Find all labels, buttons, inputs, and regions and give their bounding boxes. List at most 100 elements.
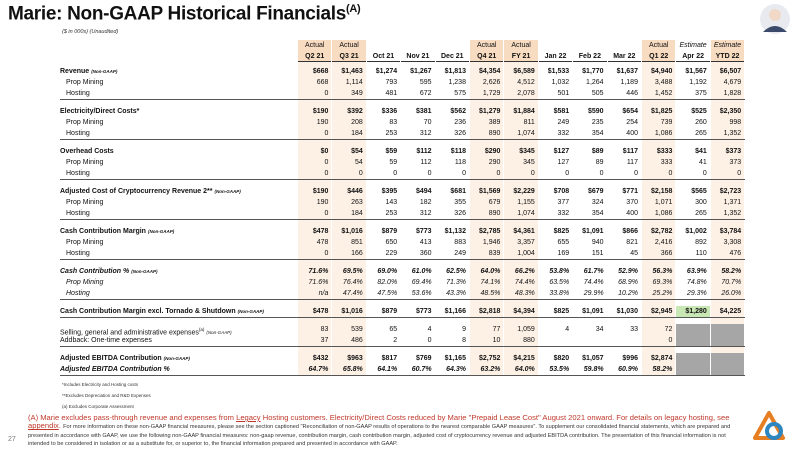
table-cell: 413 [419,239,432,246]
row-label: Prop Mining [66,117,302,128]
table-cell: $1,274 [375,68,398,75]
table-cell: $4,361 [513,228,535,235]
table-cell: $1,825 [650,108,673,115]
table-cell: 71.3% [446,279,466,286]
row-label-text: Hosting [66,250,90,257]
row-label-text: Hosting [66,210,90,217]
table-cell: 446 [626,90,638,97]
table-cell: $118 [450,148,466,155]
table-cell: $333 [656,148,673,155]
table-cell: 143 [385,199,398,206]
disclaimer: (A) Marie excludes pass-through revenue … [28,413,743,448]
table-cell: 249 [454,250,466,257]
table-cell: 0 [530,170,535,177]
table-cell: 333 [660,159,673,166]
table-cell: $1,267 [410,68,432,75]
empty-cell [710,324,745,335]
table-cell: 1,828 [723,90,742,97]
row-rule [60,299,746,300]
table-cell: 127 [557,159,570,166]
title-text: Marie: Non-GAAP Historical Financials [8,3,347,25]
column-header: Q2 21 [298,51,332,62]
table-cell: 208 [351,119,363,126]
row-label: Cash Contribution % (Non-GAAP) [60,266,296,277]
row-label: Addback: One-time expenses [60,335,296,346]
table-cell: 58.2% [652,366,673,373]
table-cell: $708 [553,188,570,195]
row-label: Prop Mining [66,157,302,168]
row-tag: (Non-GAAP) [91,69,118,74]
table-cell: $336 [381,108,398,115]
table-cell: $562 [450,108,466,115]
column-status: Actual [298,40,332,51]
table-cell: 4 [565,326,570,333]
table-cell: $1,569 [478,188,501,195]
table-cell: 0 [324,130,329,137]
table-cell: $525 [691,108,707,115]
table-cell: $2,158 [650,188,673,195]
table-cell: 672 [419,90,432,97]
table-cell: $2,350 [719,108,742,115]
column-status: Estimate [710,40,745,51]
table-cell: 118 [454,159,466,166]
row-rule [60,219,746,220]
row-tag: (Non-GAAP) [131,269,158,274]
table-cell: 655 [557,239,570,246]
table-cell: $2,818 [478,308,501,315]
table-cell: 33.8% [549,290,570,297]
legacy-link[interactable]: Legacy [236,413,261,422]
row-label: Selling, general and administrative expe… [60,324,296,336]
table-cell: 793 [385,79,398,86]
table-cell: 2,416 [654,239,673,246]
row-label-text: Hosting [66,90,90,97]
table-cell: 0 [393,170,398,177]
table-cell: 2 [393,337,398,344]
empty-cell [710,353,745,364]
table-cell: 312 [419,130,432,137]
table-cell: $1,813 [444,68,466,75]
table-cell: 575 [454,90,466,97]
table-cell: $963 [347,355,363,362]
row-label-text: Cash Contribution Margin [60,228,146,235]
row-rule [60,139,746,140]
table-cell: 326 [454,130,466,137]
column-header: Oct 21 [366,51,401,62]
footnote: **Excludes Depreciation and R&D Expenses [62,393,151,398]
table-cell: 851 [351,239,363,246]
table-cell: 260 [695,119,707,126]
row-label: Hosting [66,208,302,219]
table-cell: $1,279 [478,108,501,115]
table-cell: n/a [318,290,329,297]
table-cell: 0 [668,337,673,344]
table-cell: $879 [381,228,398,235]
table-cell: 41 [698,159,707,166]
table-cell: 0 [427,337,432,344]
table-cell: 0 [324,170,329,177]
column-header: Apr 22 [676,51,710,62]
table-cell: $679 [588,188,604,195]
appendix-link[interactable]: appendix [28,421,59,431]
table-cell: 236 [454,119,466,126]
table-cell: 1,004 [517,250,535,257]
row-label-text: Adjusted EBITDA Contribution [60,355,162,362]
table-cell: 0 [737,170,742,177]
table-cell: 249 [557,119,570,126]
table-cell: 345 [523,159,535,166]
table-cell: 739 [660,119,673,126]
table-cell: 58.2% [721,268,742,275]
table-cell: 0 [668,170,673,177]
table-cell: 400 [626,210,638,217]
row-rule [60,317,746,318]
table-cell: $494 [416,188,432,195]
table-cell: 0 [324,159,329,166]
table-cell: 65 [389,326,398,333]
table-cell: 29.3% [686,290,707,297]
row-label-text: Prop Mining [66,199,104,206]
table-cell: 64.7% [308,366,329,373]
table-cell: 839 [488,250,501,257]
table-cell: 53.8% [549,268,570,275]
row-label-text: Adjusted Cost of Cryptocurrency Revenue … [60,188,213,195]
table-cell: 254 [626,119,638,126]
column-status: Actual [332,40,366,51]
table-cell: 37 [320,337,329,344]
